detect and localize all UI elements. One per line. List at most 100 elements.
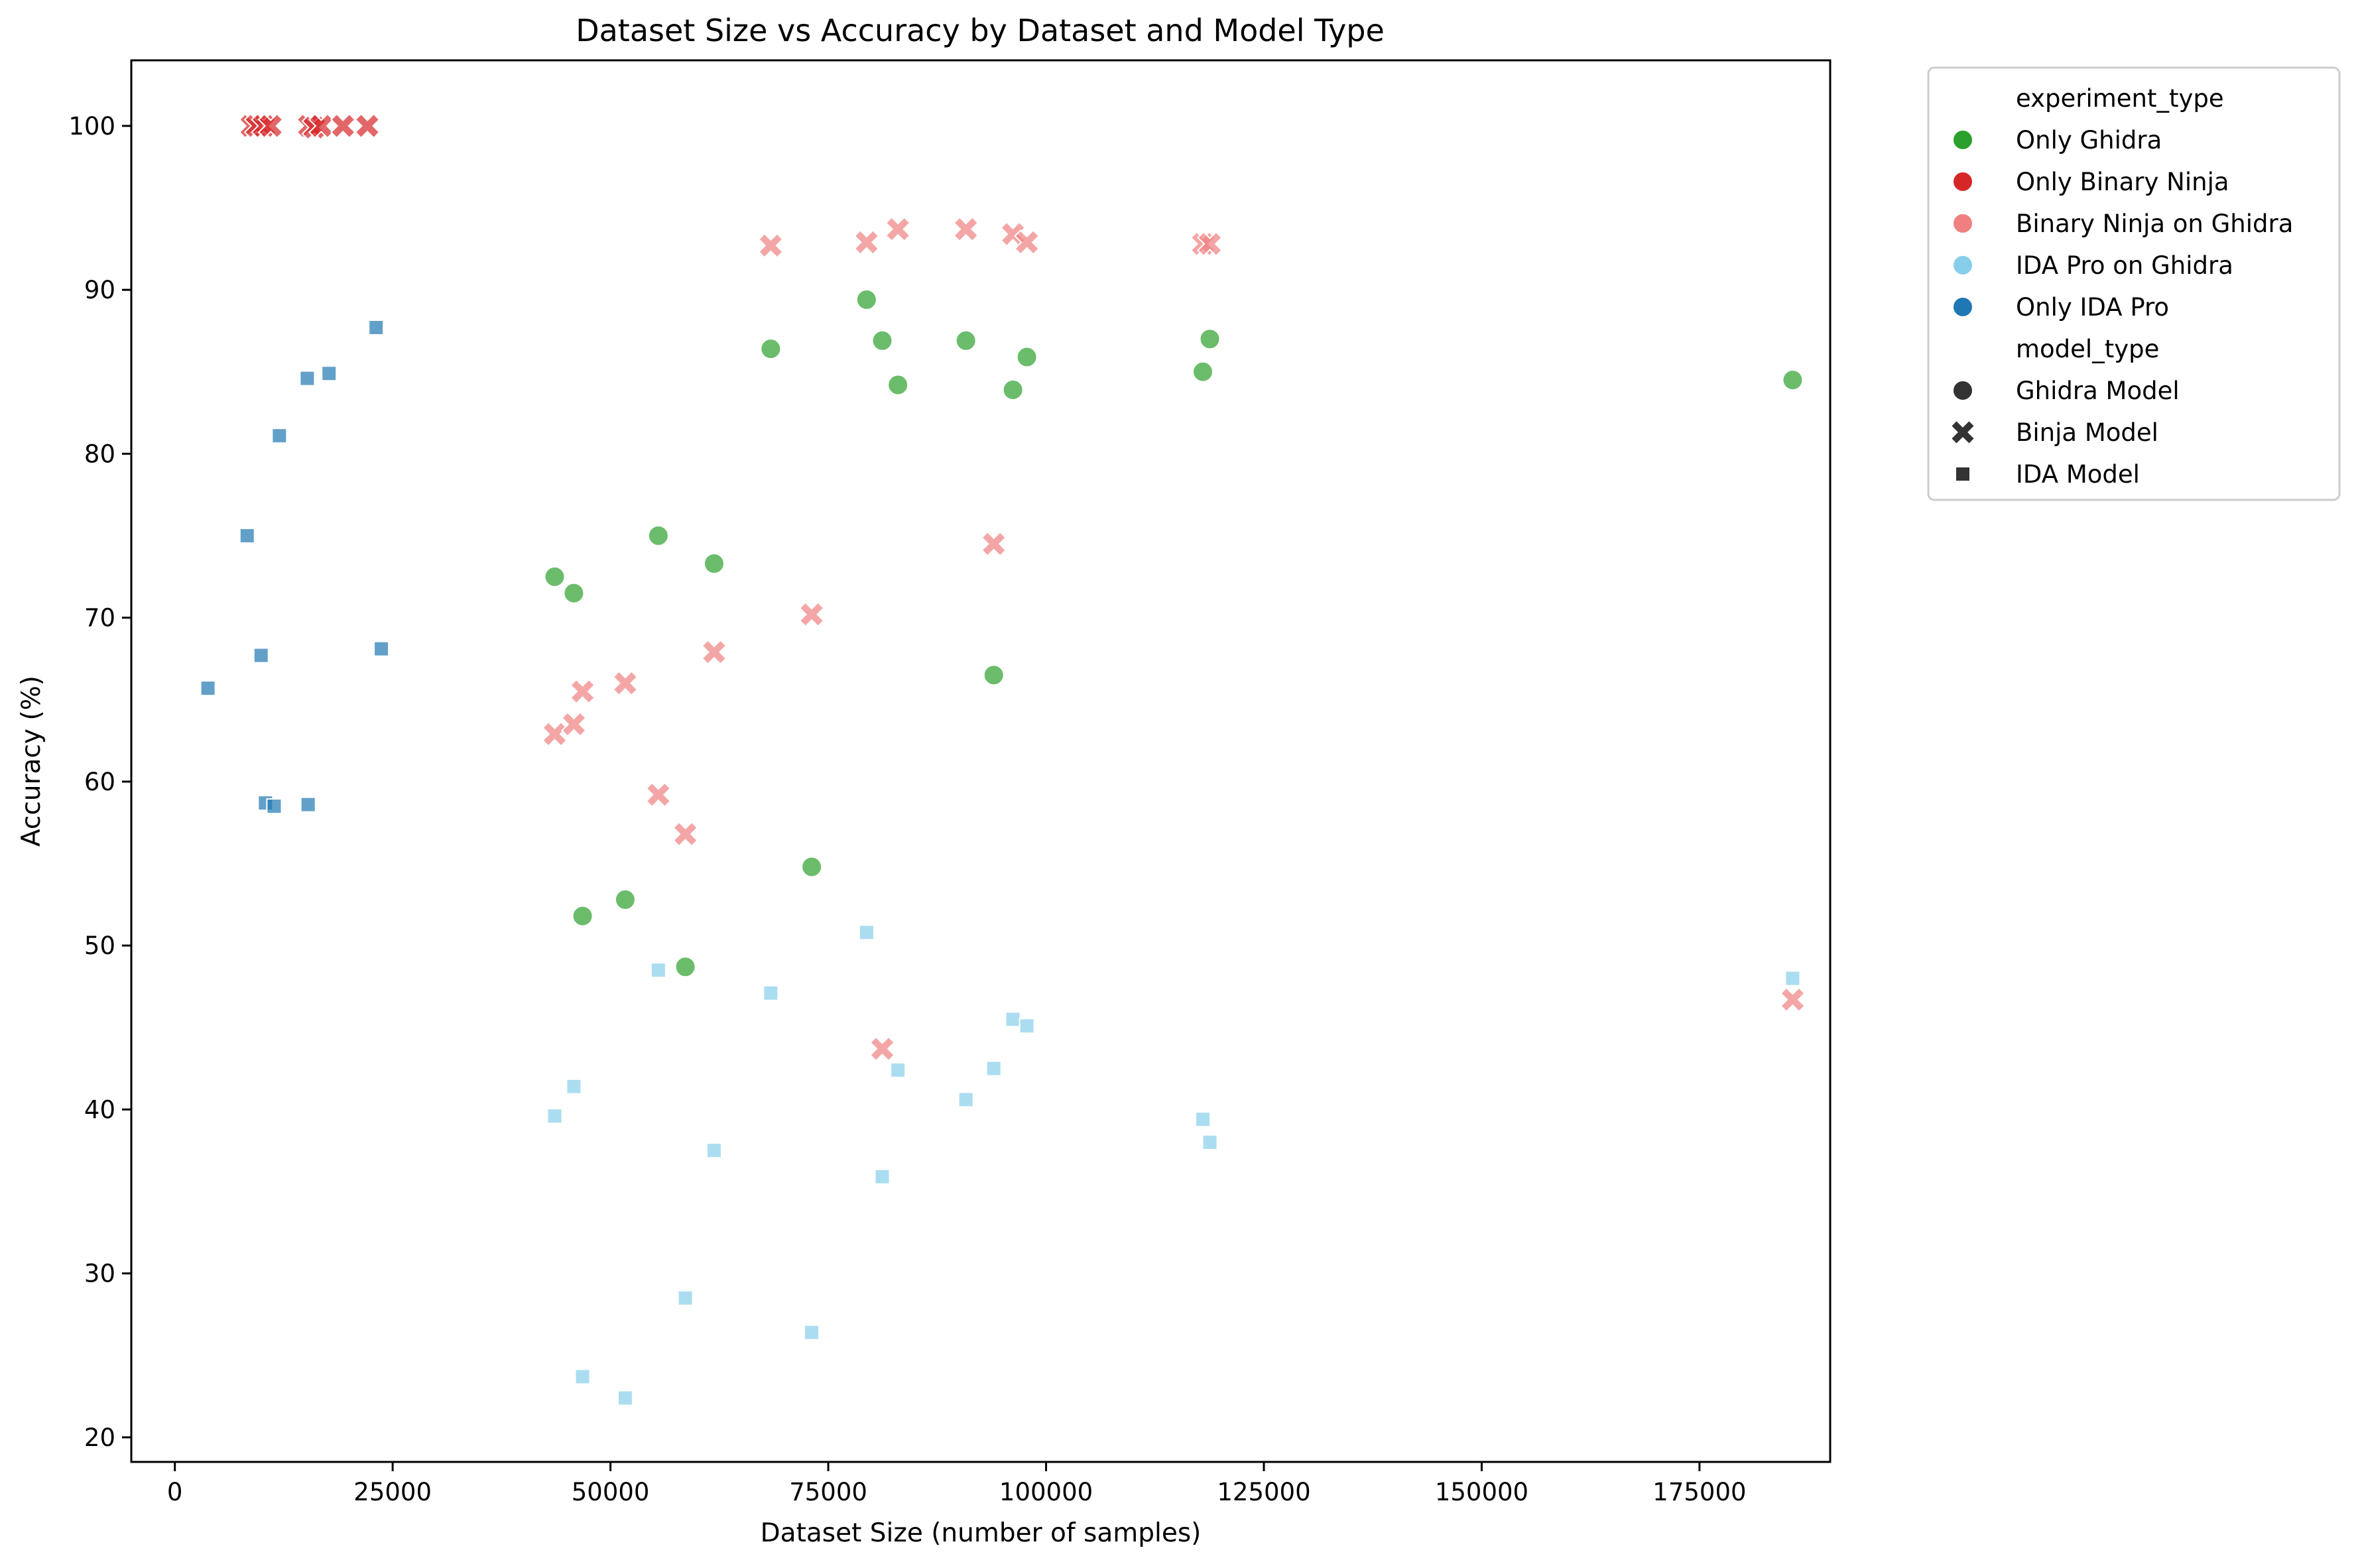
data-point <box>354 113 381 139</box>
y-tick-label: 100 <box>68 112 115 141</box>
data-point <box>572 905 593 927</box>
data-point <box>1016 346 1038 368</box>
data-point <box>1192 361 1214 383</box>
data-point <box>855 288 877 310</box>
data-point <box>958 1091 974 1108</box>
legend-color-swatch <box>1952 296 1973 318</box>
data-point <box>1002 379 1024 400</box>
data-point <box>953 216 979 243</box>
data-point <box>373 640 390 657</box>
data-point <box>1199 328 1221 350</box>
y-tick-label: 30 <box>84 1260 115 1288</box>
data-point <box>874 1168 891 1185</box>
legend-entry-label: Ghidra Model <box>2016 377 2180 405</box>
chart-title: Dataset Size vs Accuracy by Dataset and … <box>576 13 1385 48</box>
data-point <box>985 1060 1002 1077</box>
data-point <box>542 721 568 747</box>
y-tick-label: 80 <box>84 440 115 468</box>
data-point <box>760 338 782 360</box>
data-point <box>1197 231 1223 257</box>
y-tick-label: 70 <box>84 604 115 633</box>
data-point <box>858 924 875 941</box>
legend-entry-label: Only IDA Pro <box>2016 293 2169 322</box>
x-tick-label: 50000 <box>572 1478 650 1506</box>
data-point <box>544 566 566 587</box>
x-axis-label: Dataset Size (number of samples) <box>761 1518 1202 1548</box>
data-point <box>1784 970 1801 987</box>
data-point <box>798 601 825 628</box>
data-point <box>672 821 699 847</box>
x-tick-label: 75000 <box>789 1478 867 1506</box>
legend-entry-label: Only Binary Ninja <box>2016 168 2229 196</box>
data-point <box>853 229 880 255</box>
x-tick-label: 125000 <box>1217 1478 1310 1506</box>
data-point <box>257 113 284 139</box>
data-point <box>706 1142 722 1159</box>
data-point <box>299 370 316 387</box>
legend-entry-label: Binja Model <box>2016 418 2158 447</box>
data-point <box>645 782 672 808</box>
data-point <box>200 680 216 696</box>
legend-marker-swatch <box>1952 380 1973 401</box>
y-tick-label: 90 <box>84 276 115 304</box>
legend-marker-swatch <box>1950 419 1976 446</box>
data-point <box>300 796 316 813</box>
data-point <box>677 1290 694 1306</box>
legend-color-swatch <box>1952 213 1973 234</box>
y-tick-label: 20 <box>84 1423 115 1452</box>
data-point <box>239 528 255 544</box>
x-tick-label: 150000 <box>1435 1478 1528 1506</box>
data-point <box>701 639 727 665</box>
legend-entry-label: Only Ghidra <box>2016 126 2162 154</box>
data-point <box>368 320 385 336</box>
data-point <box>321 365 338 382</box>
data-point <box>566 1078 582 1095</box>
data-points <box>200 113 1806 1406</box>
data-point <box>271 428 288 444</box>
series-only-binary-ninja <box>238 113 381 141</box>
y-axis: 20 30 40 50 60 70 80 90 100 <box>68 112 131 1452</box>
data-point <box>981 530 1007 557</box>
legend-color-swatch <box>1952 129 1973 151</box>
data-point <box>983 664 1005 686</box>
legend-style-title: model_type <box>2016 335 2159 363</box>
data-point <box>617 1390 633 1406</box>
legend-color-swatch <box>1952 171 1973 192</box>
y-tick-label: 40 <box>84 1095 115 1124</box>
legend-color-swatch <box>1952 255 1973 276</box>
y-axis-label: Accuracy (%) <box>17 676 46 847</box>
data-point <box>955 330 977 351</box>
y-tick-label: 50 <box>84 932 115 960</box>
x-tick-label: 0 <box>167 1478 183 1506</box>
legend: experiment_type Only Ghidra Only Binary Ni… <box>1927 66 2341 501</box>
legend-entry-label: IDA Pro on Ghidra <box>2016 251 2233 280</box>
data-point <box>266 798 282 814</box>
x-tick-label: 175000 <box>1652 1478 1746 1506</box>
data-point <box>801 856 823 878</box>
data-point <box>763 985 779 1001</box>
data-point <box>890 1062 906 1079</box>
data-point <box>674 956 696 978</box>
x-tick-label: 25000 <box>353 1478 432 1506</box>
x-axis: 0 25000 50000 75000 100000 125000 150000 175000 <box>167 1462 1747 1506</box>
legend-marker-swatch <box>1955 466 1971 482</box>
legend-hue-title: experiment_type <box>2016 84 2224 113</box>
data-point <box>614 888 636 910</box>
data-point <box>546 1108 563 1124</box>
data-point <box>1005 1011 1021 1028</box>
data-point <box>563 582 585 604</box>
data-point <box>253 647 269 664</box>
data-point <box>1019 1018 1035 1034</box>
data-point <box>757 232 784 259</box>
data-point <box>561 711 587 737</box>
data-point <box>1780 987 1806 1013</box>
data-point <box>1782 369 1804 391</box>
data-point <box>887 374 909 396</box>
data-point <box>612 670 639 696</box>
data-point <box>703 553 725 575</box>
x-tick-label: 100000 <box>999 1478 1093 1506</box>
series-only-ida-pro <box>200 320 390 814</box>
data-point <box>1014 229 1040 255</box>
data-point <box>574 1368 591 1385</box>
